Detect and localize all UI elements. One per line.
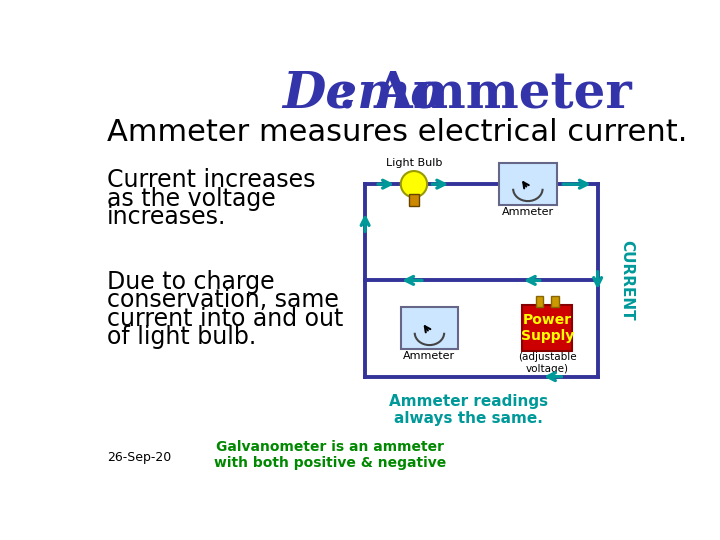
Text: increases.: increases. xyxy=(107,205,226,229)
Text: 26-Sep-20: 26-Sep-20 xyxy=(107,451,171,464)
Text: as the voltage: as the voltage xyxy=(107,187,276,211)
Text: Power
Supply: Power Supply xyxy=(521,313,574,343)
Text: of light bulb.: of light bulb. xyxy=(107,326,256,349)
Bar xyxy=(551,296,559,307)
Text: CURRENT: CURRENT xyxy=(620,240,634,321)
Text: : Ammeter: : Ammeter xyxy=(338,70,631,119)
Text: Demo: Demo xyxy=(282,70,444,119)
Bar xyxy=(536,296,544,307)
Text: conservation, same: conservation, same xyxy=(107,288,339,313)
Text: Ammeter readings
always the same.: Ammeter readings always the same. xyxy=(389,394,548,426)
Text: Light Bulb: Light Bulb xyxy=(386,158,442,168)
Text: (adjustable
voltage): (adjustable voltage) xyxy=(518,352,577,374)
Text: Ammeter: Ammeter xyxy=(403,351,456,361)
Text: Galvanometer is an ammeter
with both positive & negative: Galvanometer is an ammeter with both pos… xyxy=(214,440,446,470)
Text: Due to charge: Due to charge xyxy=(107,270,274,294)
FancyBboxPatch shape xyxy=(523,305,572,351)
Bar xyxy=(408,194,419,206)
Text: Ammeter measures electrical current.: Ammeter measures electrical current. xyxy=(107,118,688,147)
FancyBboxPatch shape xyxy=(401,307,458,349)
Text: current into and out: current into and out xyxy=(107,307,343,331)
Text: Ammeter: Ammeter xyxy=(502,207,554,217)
Text: Current increases: Current increases xyxy=(107,168,315,192)
Circle shape xyxy=(401,171,427,197)
FancyBboxPatch shape xyxy=(499,164,557,205)
